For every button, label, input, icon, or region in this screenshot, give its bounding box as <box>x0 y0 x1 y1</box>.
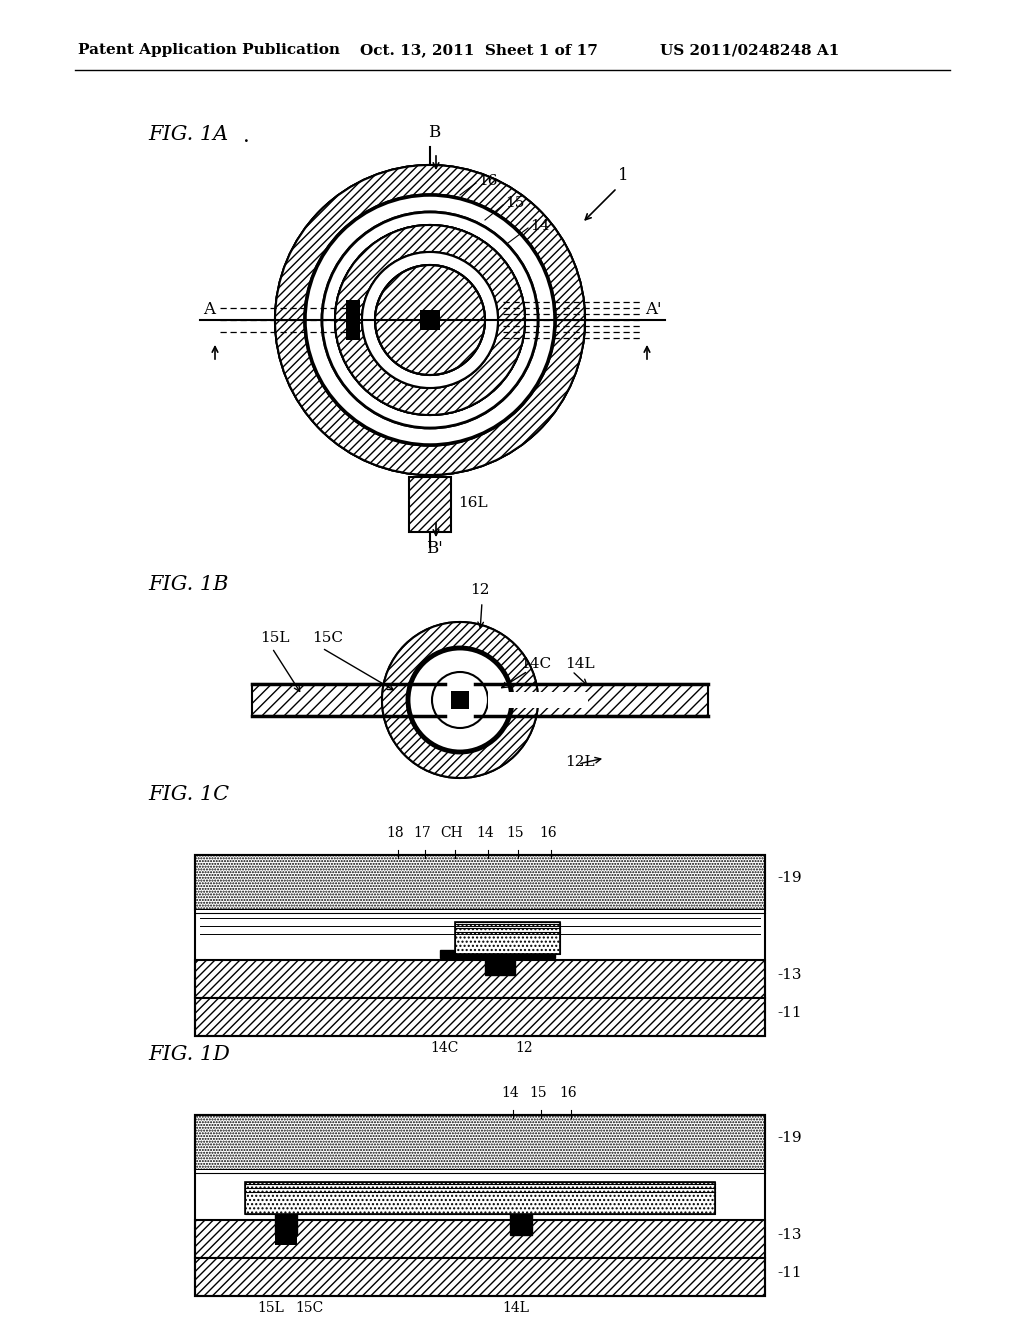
Text: 15: 15 <box>505 195 524 210</box>
Bar <box>195 1115 765 1170</box>
Circle shape <box>275 165 585 475</box>
Text: 16L: 16L <box>458 496 487 510</box>
Text: -11: -11 <box>777 1006 802 1020</box>
Bar <box>195 1170 765 1176</box>
Text: FIG. 1B: FIG. 1B <box>148 576 228 594</box>
Bar <box>451 690 469 709</box>
Text: 16: 16 <box>559 1086 577 1100</box>
Circle shape <box>275 165 585 475</box>
Text: -19: -19 <box>777 871 802 884</box>
Text: FIG. 1A: FIG. 1A <box>148 125 228 144</box>
Bar <box>275 1195 297 1236</box>
Circle shape <box>432 672 488 729</box>
Circle shape <box>408 648 512 752</box>
Bar <box>475 684 708 715</box>
Text: -19: -19 <box>777 1131 802 1144</box>
Bar <box>409 477 451 532</box>
Circle shape <box>422 663 498 738</box>
Text: 15L: 15L <box>260 631 290 645</box>
Circle shape <box>375 265 485 375</box>
Circle shape <box>432 672 488 729</box>
Text: 14C: 14C <box>520 657 551 671</box>
Text: CH: CH <box>440 826 463 840</box>
Bar <box>420 310 440 330</box>
Text: 14L: 14L <box>565 657 595 671</box>
Text: 14L: 14L <box>502 1302 529 1315</box>
Text: 17: 17 <box>413 826 431 840</box>
Bar <box>245 1181 715 1214</box>
Text: 1: 1 <box>618 168 629 183</box>
Bar <box>195 960 765 998</box>
Circle shape <box>382 622 538 777</box>
Text: -11: -11 <box>777 1266 802 1280</box>
Polygon shape <box>275 1236 297 1245</box>
Text: 14C: 14C <box>430 1041 459 1055</box>
Text: 12: 12 <box>470 583 489 597</box>
Text: 12: 12 <box>515 1041 532 1055</box>
Circle shape <box>362 252 498 388</box>
Text: US 2011/0248248 A1: US 2011/0248248 A1 <box>660 44 840 57</box>
Circle shape <box>408 648 512 752</box>
Circle shape <box>422 663 498 738</box>
Circle shape <box>362 252 498 388</box>
Bar <box>510 1195 532 1236</box>
Text: 18: 18 <box>386 826 403 840</box>
Text: 15C: 15C <box>295 1302 324 1315</box>
Circle shape <box>335 224 525 414</box>
Text: 14: 14 <box>501 1086 519 1100</box>
Circle shape <box>305 195 555 445</box>
Bar <box>485 960 515 975</box>
Text: 15L: 15L <box>257 1302 284 1315</box>
Text: 14: 14 <box>476 826 494 840</box>
Bar <box>195 1258 765 1296</box>
Bar <box>440 950 555 958</box>
Circle shape <box>305 195 555 445</box>
Circle shape <box>322 213 538 428</box>
Bar <box>451 690 469 709</box>
Bar <box>195 855 765 909</box>
Bar <box>195 1220 765 1258</box>
Circle shape <box>375 265 485 375</box>
Bar <box>245 1181 715 1214</box>
Circle shape <box>382 622 538 777</box>
Text: Oct. 13, 2011  Sheet 1 of 17: Oct. 13, 2011 Sheet 1 of 17 <box>360 44 598 57</box>
Bar <box>420 310 440 330</box>
Text: FIG. 1D: FIG. 1D <box>148 1045 229 1064</box>
Text: -13: -13 <box>777 968 802 982</box>
Text: FIG. 1C: FIG. 1C <box>148 785 229 804</box>
Text: 15: 15 <box>506 826 524 840</box>
Text: 15: 15 <box>529 1086 547 1100</box>
Text: 15C: 15C <box>312 631 343 645</box>
Bar <box>195 998 765 1036</box>
Circle shape <box>305 195 555 445</box>
Text: -13: -13 <box>777 1228 802 1242</box>
Text: A: A <box>203 301 215 318</box>
Text: B: B <box>428 124 440 141</box>
Text: 12L: 12L <box>565 755 595 770</box>
Bar <box>252 684 445 715</box>
Circle shape <box>335 224 525 414</box>
Bar <box>346 300 360 341</box>
Bar <box>455 921 560 954</box>
Bar <box>488 692 588 708</box>
Text: 16: 16 <box>540 826 557 840</box>
Text: B': B' <box>426 540 442 557</box>
Text: 16: 16 <box>478 174 498 187</box>
Text: Patent Application Publication: Patent Application Publication <box>78 44 340 57</box>
Circle shape <box>322 213 538 428</box>
Bar <box>195 1115 765 1296</box>
Circle shape <box>335 224 525 414</box>
Circle shape <box>362 252 498 388</box>
Bar <box>195 909 765 916</box>
Text: A': A' <box>645 301 662 318</box>
Bar <box>455 921 560 954</box>
Bar <box>195 855 765 1036</box>
Text: .: . <box>243 127 250 147</box>
Text: 14: 14 <box>530 219 550 234</box>
